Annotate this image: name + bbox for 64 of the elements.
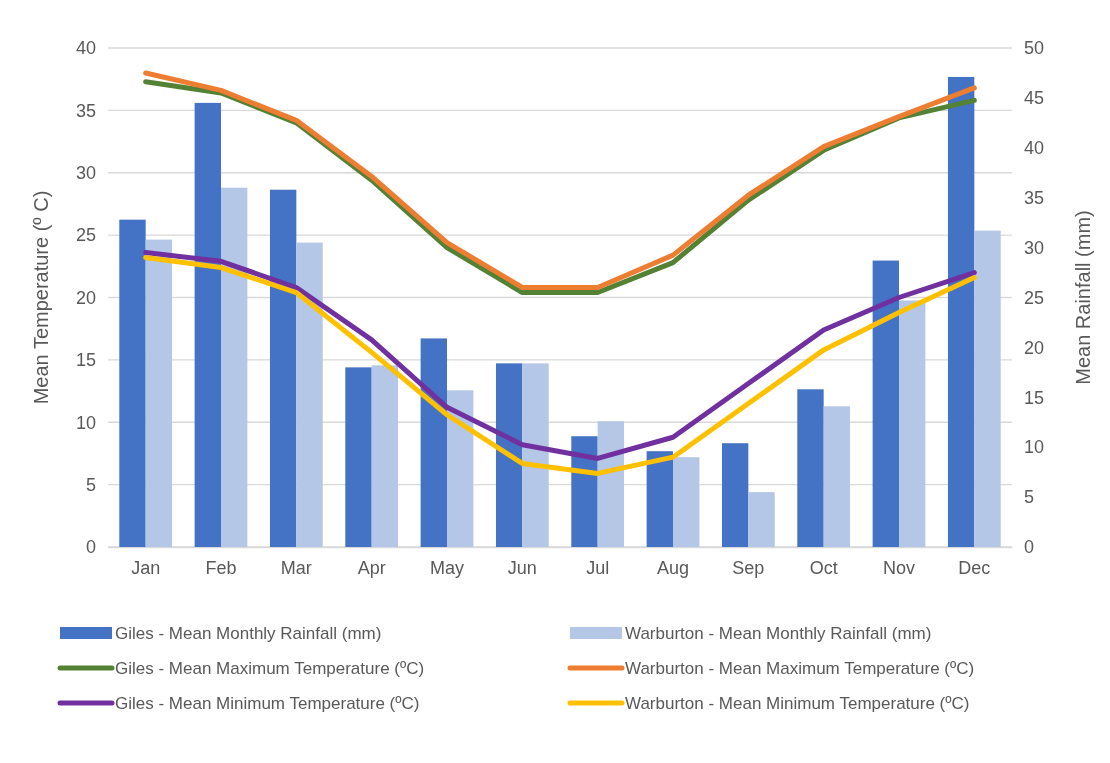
y-tick-label: 20 bbox=[75, 287, 96, 308]
bar bbox=[748, 492, 775, 547]
bar bbox=[420, 338, 447, 547]
x-tick-label: May bbox=[429, 557, 465, 578]
y2-tick-label: 20 bbox=[1024, 337, 1045, 358]
bar bbox=[495, 363, 523, 547]
y-tick-label: 0 bbox=[85, 537, 96, 558]
y-tick-label: 40 bbox=[75, 38, 96, 59]
legend-label: Warburton - Mean Maximum Temperature (ºC) bbox=[625, 659, 975, 678]
y-tick-label: 10 bbox=[75, 412, 96, 433]
legend-label: Giles - Mean Maximum Temperature (ºC) bbox=[115, 659, 425, 678]
y2-tick-label: 0 bbox=[1024, 537, 1035, 558]
y2-tick-label: 40 bbox=[1024, 138, 1045, 159]
y2-tick-label: 50 bbox=[1024, 38, 1045, 59]
bar bbox=[296, 242, 323, 547]
x-tick-label: Dec bbox=[958, 557, 991, 578]
legend-label: Giles - Mean Minimum Temperature (ºC) bbox=[115, 694, 420, 713]
bar bbox=[447, 390, 474, 547]
x-tick-label: Jun bbox=[507, 557, 537, 578]
y2-axis-title: Mean Rainfall (mm) bbox=[1072, 210, 1094, 385]
x-tick-label: Nov bbox=[882, 557, 916, 578]
legend-label: Giles - Mean Monthly Rainfall (mm) bbox=[115, 624, 382, 643]
y-axis-title: Mean Temperature (º C) bbox=[30, 190, 52, 405]
bar bbox=[145, 239, 173, 547]
bar bbox=[797, 389, 824, 547]
bar bbox=[571, 436, 598, 547]
bar bbox=[119, 219, 146, 547]
bar bbox=[194, 102, 221, 547]
y2-tick-label: 35 bbox=[1024, 187, 1045, 208]
y-tick-label: 35 bbox=[75, 100, 96, 121]
bar bbox=[899, 300, 926, 547]
y-tick-label: 5 bbox=[85, 474, 96, 495]
bar bbox=[597, 421, 625, 547]
y2-tick-label: 45 bbox=[1024, 88, 1045, 109]
legend-label: Warburton - Mean Monthly Rainfall (mm) bbox=[625, 624, 932, 643]
x-tick-label: Oct bbox=[809, 557, 838, 578]
x-tick-label: Mar bbox=[280, 557, 312, 578]
bar bbox=[673, 457, 700, 547]
x-tick-label: Apr bbox=[357, 557, 386, 578]
bar bbox=[522, 363, 549, 547]
y2-tick-label: 15 bbox=[1024, 387, 1045, 408]
bar bbox=[345, 367, 372, 547]
y-tick-label: 25 bbox=[75, 225, 96, 246]
legend-label: Warburton - Mean Minimum Temperature (ºC) bbox=[625, 694, 970, 713]
bar bbox=[721, 443, 749, 547]
bar bbox=[823, 406, 851, 547]
y-tick-label: 15 bbox=[75, 350, 96, 371]
bar bbox=[947, 76, 975, 547]
y2-tick-label: 25 bbox=[1024, 287, 1045, 308]
y2-tick-label: 30 bbox=[1024, 237, 1045, 258]
bar bbox=[974, 230, 1001, 547]
y-tick-label: 30 bbox=[75, 163, 96, 184]
y2-tick-label: 10 bbox=[1024, 437, 1045, 458]
bar bbox=[646, 451, 673, 547]
bar bbox=[221, 187, 248, 547]
x-tick-label: Feb bbox=[205, 557, 237, 578]
bar bbox=[872, 260, 899, 547]
x-tick-label: Sep bbox=[732, 557, 765, 578]
x-tick-label: Aug bbox=[656, 557, 690, 578]
bar bbox=[371, 365, 399, 547]
bar bbox=[269, 189, 297, 547]
y2-tick-label: 5 bbox=[1024, 487, 1035, 508]
x-tick-label: Jul bbox=[586, 557, 610, 578]
x-tick-label: Jan bbox=[131, 557, 161, 578]
